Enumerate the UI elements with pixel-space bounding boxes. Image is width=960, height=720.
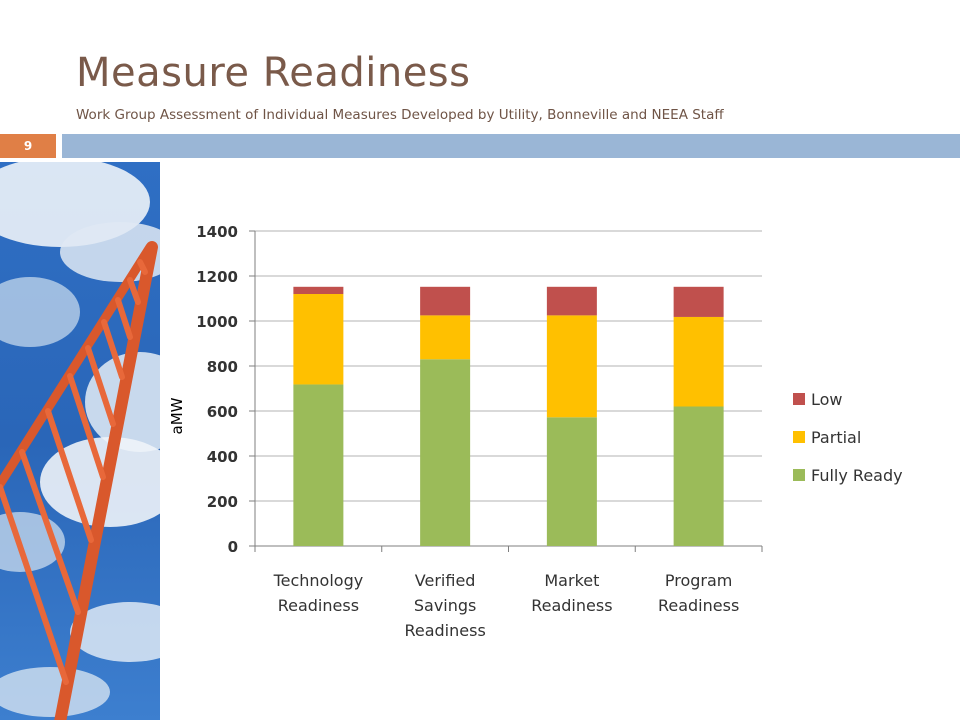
header-bar	[62, 134, 960, 158]
bar-partial	[546, 315, 597, 418]
x-category-label: Savings	[414, 596, 477, 615]
bar-low	[673, 286, 724, 317]
bar-partial	[293, 294, 344, 385]
y-tick-label: 200	[207, 493, 238, 511]
bar-fully-ready	[420, 359, 471, 546]
x-category-label: Verified	[415, 571, 476, 590]
legend-label: Low	[811, 390, 843, 409]
y-tick-label: 800	[207, 358, 238, 376]
page-number-badge: 9	[0, 134, 56, 158]
bar-low	[420, 286, 471, 316]
bar-fully-ready	[673, 406, 724, 546]
x-category-label: Program	[665, 571, 733, 590]
y-tick-label: 1400	[196, 223, 238, 241]
y-tick-label: 1000	[196, 313, 238, 331]
stacked-bar-chart: 0 200 400 600 800 1000 1200 1400 aMW Technology Re…	[168, 223, 903, 640]
legend-label: Partial	[811, 428, 861, 447]
x-category-label: Readiness	[404, 621, 485, 640]
legend-label: Fully Ready	[811, 466, 903, 485]
y-tick-label: 0	[228, 538, 238, 556]
bar-low	[293, 286, 344, 294]
ladder-sky-image	[0, 162, 160, 720]
y-axis-label: aMW	[168, 397, 186, 434]
x-category-label: Market	[544, 571, 599, 590]
x-category-label: Readiness	[531, 596, 612, 615]
x-category-label: Readiness	[278, 596, 359, 615]
legend-swatch	[793, 393, 805, 405]
bar-partial	[673, 316, 724, 407]
bar-fully-ready	[293, 384, 344, 546]
bar-partial	[420, 315, 471, 360]
x-category-label: Technology	[273, 571, 364, 590]
y-tick-label: 400	[207, 448, 238, 466]
legend-swatch	[793, 469, 805, 481]
bar-fully-ready	[546, 417, 597, 546]
slide-subtitle: Work Group Assessment of Individual Meas…	[76, 107, 724, 123]
y-tick-label: 1200	[196, 268, 238, 286]
x-category-label: Readiness	[658, 596, 739, 615]
slide-title: Measure Readiness	[76, 50, 471, 96]
legend-swatch	[793, 431, 805, 443]
y-tick-label: 600	[207, 403, 238, 421]
bar-low	[546, 286, 597, 316]
